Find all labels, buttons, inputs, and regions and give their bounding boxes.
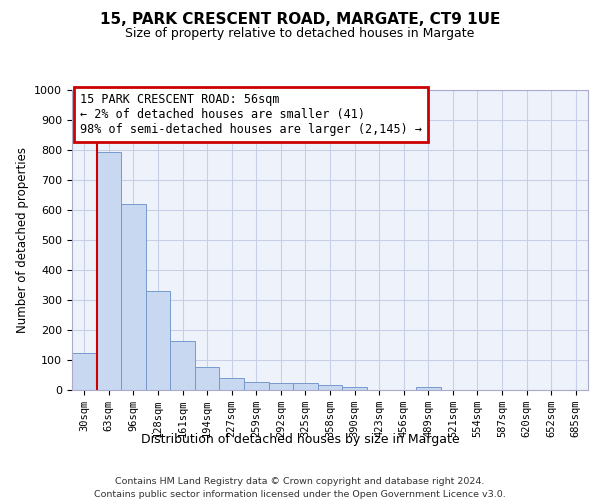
Bar <box>220 378 244 390</box>
Text: Size of property relative to detached houses in Margate: Size of property relative to detached ho… <box>125 28 475 40</box>
Text: Contains public sector information licensed under the Open Government Licence v3: Contains public sector information licen… <box>94 490 506 499</box>
Bar <box>244 382 269 390</box>
Y-axis label: Number of detached properties: Number of detached properties <box>16 147 29 333</box>
Text: 15 PARK CRESCENT ROAD: 56sqm
← 2% of detached houses are smaller (41)
98% of sem: 15 PARK CRESCENT ROAD: 56sqm ← 2% of det… <box>80 93 422 136</box>
Bar <box>416 387 440 390</box>
Bar <box>121 204 146 390</box>
Text: 15, PARK CRESCENT ROAD, MARGATE, CT9 1UE: 15, PARK CRESCENT ROAD, MARGATE, CT9 1UE <box>100 12 500 28</box>
Bar <box>269 382 293 390</box>
Bar <box>170 342 195 390</box>
Text: Contains HM Land Registry data © Crown copyright and database right 2024.: Contains HM Land Registry data © Crown c… <box>115 478 485 486</box>
Bar <box>195 366 220 390</box>
Bar <box>97 152 121 390</box>
Text: Distribution of detached houses by size in Margate: Distribution of detached houses by size … <box>140 432 460 446</box>
Bar <box>146 291 170 390</box>
Bar <box>342 387 367 390</box>
Bar <box>293 384 318 390</box>
Bar <box>72 352 97 390</box>
Bar <box>318 385 342 390</box>
